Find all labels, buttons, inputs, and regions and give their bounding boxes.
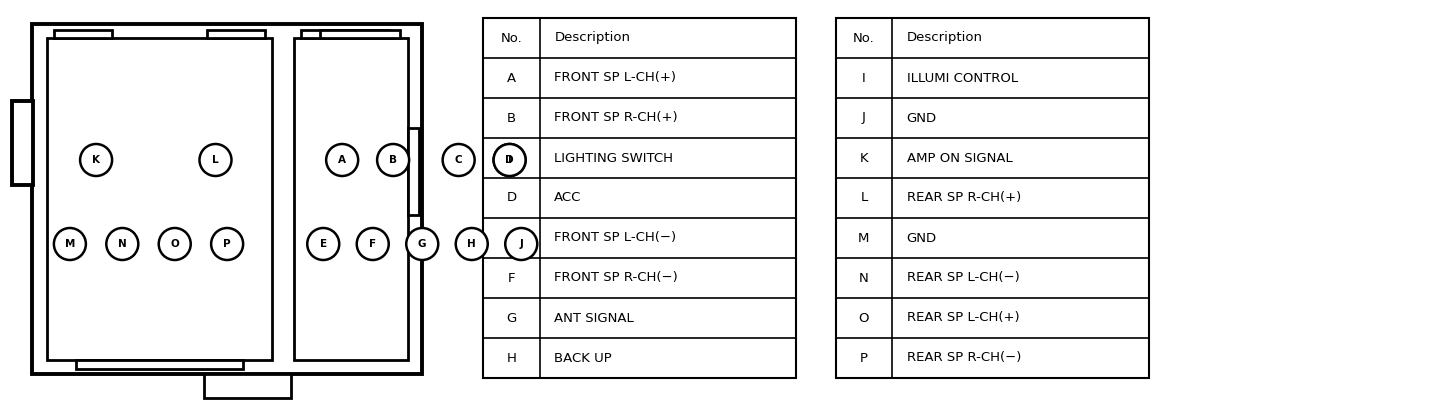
Text: FRONT SP L-CH(−): FRONT SP L-CH(−) <box>555 232 677 244</box>
Ellipse shape <box>443 144 475 176</box>
Text: LIGHTING SWITCH: LIGHTING SWITCH <box>555 152 673 164</box>
Text: FRONT SP R-CH(+): FRONT SP R-CH(+) <box>555 112 678 124</box>
Text: K: K <box>859 152 868 164</box>
Text: K: K <box>92 155 100 165</box>
Polygon shape <box>207 30 265 38</box>
Text: D: D <box>505 155 514 165</box>
Text: GND: GND <box>907 112 936 124</box>
Text: Description: Description <box>555 32 630 44</box>
Bar <box>32 24 422 374</box>
Text: C: C <box>454 155 463 165</box>
Text: I: I <box>508 155 511 165</box>
Text: No.: No. <box>501 32 523 44</box>
Ellipse shape <box>505 228 537 260</box>
Polygon shape <box>320 30 400 38</box>
Ellipse shape <box>357 228 389 260</box>
Ellipse shape <box>377 144 409 176</box>
Text: M: M <box>64 239 76 249</box>
Polygon shape <box>408 128 419 215</box>
Text: REAR SP L-CH(+): REAR SP L-CH(+) <box>907 312 1019 324</box>
Text: BACK UP: BACK UP <box>555 352 612 364</box>
Text: AMP ON SIGNAL: AMP ON SIGNAL <box>907 152 1012 164</box>
Ellipse shape <box>307 228 339 260</box>
Text: J: J <box>520 239 523 249</box>
Bar <box>47 38 272 360</box>
Text: M: M <box>858 232 869 244</box>
Text: L: L <box>213 155 218 165</box>
Text: Description: Description <box>907 32 983 44</box>
Text: A: A <box>507 72 515 84</box>
Text: H: H <box>467 239 476 249</box>
Text: No.: No. <box>853 32 875 44</box>
Polygon shape <box>301 30 389 38</box>
Polygon shape <box>76 360 243 369</box>
Ellipse shape <box>80 144 112 176</box>
Text: E: E <box>508 232 515 244</box>
Text: REAR SP R-CH(−): REAR SP R-CH(−) <box>907 352 1021 364</box>
Text: REAR SP L-CH(−): REAR SP L-CH(−) <box>907 272 1019 284</box>
Text: O: O <box>170 239 179 249</box>
Text: ANT SIGNAL: ANT SIGNAL <box>555 312 633 324</box>
Text: N: N <box>118 239 127 249</box>
Text: I: I <box>862 72 866 84</box>
Bar <box>483 18 796 378</box>
Text: ACC: ACC <box>555 192 582 204</box>
Ellipse shape <box>106 228 138 260</box>
Text: C: C <box>507 152 517 164</box>
Text: F: F <box>370 239 376 249</box>
Text: G: G <box>507 312 517 324</box>
Bar <box>836 18 1149 378</box>
Text: FRONT SP R-CH(−): FRONT SP R-CH(−) <box>555 272 678 284</box>
Text: N: N <box>859 272 869 284</box>
Ellipse shape <box>456 228 488 260</box>
Text: L: L <box>860 192 868 204</box>
Text: H: H <box>507 352 517 364</box>
Ellipse shape <box>199 144 232 176</box>
Ellipse shape <box>211 228 243 260</box>
Text: REAR SP R-CH(+): REAR SP R-CH(+) <box>907 192 1021 204</box>
Ellipse shape <box>494 144 526 176</box>
Text: A: A <box>338 155 347 165</box>
Text: B: B <box>507 112 515 124</box>
Text: P: P <box>223 239 232 249</box>
Ellipse shape <box>54 228 86 260</box>
Text: D: D <box>507 192 517 204</box>
Ellipse shape <box>326 144 358 176</box>
Text: P: P <box>860 352 868 364</box>
Text: O: O <box>859 312 869 324</box>
Text: GND: GND <box>907 232 936 244</box>
Text: G: G <box>418 239 427 249</box>
Text: FRONT SP L-CH(+): FRONT SP L-CH(+) <box>555 72 676 84</box>
Text: F: F <box>508 272 515 284</box>
Polygon shape <box>204 374 291 398</box>
Bar <box>294 38 408 360</box>
Ellipse shape <box>406 228 438 260</box>
Text: ILLUMI CONTROL: ILLUMI CONTROL <box>907 72 1018 84</box>
Polygon shape <box>54 30 112 38</box>
Text: E: E <box>320 239 326 249</box>
Polygon shape <box>12 101 33 185</box>
Text: J: J <box>862 112 866 124</box>
Ellipse shape <box>159 228 191 260</box>
Ellipse shape <box>494 144 526 176</box>
Text: B: B <box>389 155 397 165</box>
